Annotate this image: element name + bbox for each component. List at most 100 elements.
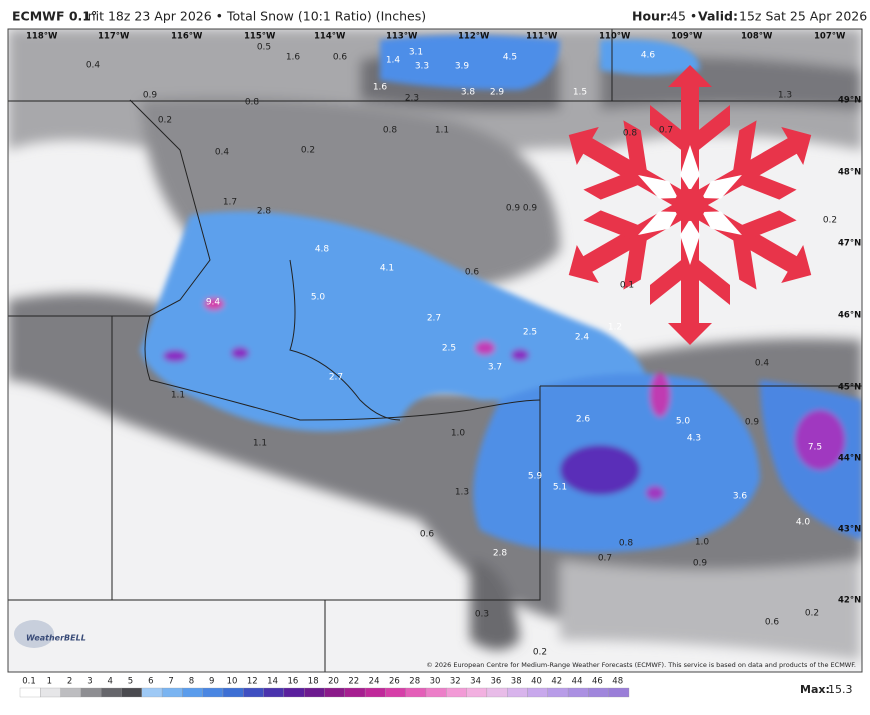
snow-amount: 1.1	[435, 126, 449, 136]
snow-amount: 0.6	[765, 618, 780, 628]
colorbar-swatch	[19, 687, 41, 698]
snow-amount: 0.6	[420, 530, 435, 540]
snow-amount: 5.9	[528, 472, 543, 482]
colorbar-label: 8	[189, 677, 194, 687]
snow-amount: 0.2	[823, 216, 837, 226]
snow-amount: 0.9	[506, 204, 521, 214]
snow-amount: 2.9	[490, 88, 505, 98]
longitude-label: 116°W	[171, 32, 203, 42]
longitude-label: 115°W	[244, 32, 276, 42]
snow-amount: 0.7	[659, 126, 673, 136]
colorbar-label: 12	[247, 677, 258, 687]
logo-text: WeatherBELL	[26, 634, 86, 643]
snow-amount: 5.0	[676, 417, 691, 427]
colorbar-label: 3	[87, 677, 92, 687]
snow-amount: 0.7	[598, 554, 612, 564]
latitude-label: 45°N	[838, 383, 861, 393]
snow-amount: 0.8	[245, 98, 260, 108]
snow-amount: 3.9	[455, 62, 470, 72]
latitude-label: 44°N	[838, 454, 861, 464]
colorbar-label: 42	[551, 677, 562, 687]
colorbar-label: 32	[450, 677, 461, 687]
colorbar-swatch	[405, 687, 427, 698]
snow-amount: 2.5	[442, 344, 456, 354]
colorbar-swatch	[486, 687, 508, 698]
snow-amount: 4.8	[315, 245, 330, 255]
snow-amount: 3.3	[415, 62, 429, 72]
valid-value: 15z Sat 25 Apr 2026	[739, 9, 867, 24]
snow-amount: 1.4	[386, 56, 401, 66]
latitude-label: 42°N	[838, 596, 861, 606]
colorbar-label: 24	[369, 677, 380, 687]
snow-amount: 2.8	[493, 549, 508, 559]
snow-amount: 1.0	[451, 429, 466, 439]
latitude-label: 43°N	[838, 525, 861, 535]
valid-label: Valid:	[698, 9, 738, 24]
snow-amount: 2.5	[523, 328, 537, 338]
snow-amount: 1.6	[286, 53, 301, 63]
snow-amount: 1.3	[455, 488, 469, 498]
snow-amount: 0.8	[619, 539, 634, 549]
snow-amount: 3.6	[733, 492, 748, 502]
colorbar-label: 18	[308, 677, 319, 687]
colorbar-label: 30	[430, 677, 441, 687]
colorbar-swatch	[40, 687, 61, 698]
colorbar-label: 36	[490, 677, 501, 687]
colorbar-label: 34	[470, 677, 481, 687]
snow-amount: 3.8	[461, 88, 476, 98]
colorbar-swatch	[60, 687, 82, 698]
longitude-label: 110°W	[599, 32, 631, 42]
snow-amount: 1.5	[573, 88, 587, 98]
colorbar-label: 4	[107, 677, 112, 687]
logo: WeatherBELL	[14, 620, 86, 648]
colorbar-label: 2	[67, 677, 72, 687]
colorbar-label: 26	[389, 677, 400, 687]
snow-amount: 5.1	[553, 483, 567, 493]
snow-amount: 4.1	[380, 264, 394, 274]
colorbar-label: 14	[267, 677, 278, 687]
longitude-label: 107°W	[814, 32, 846, 42]
snow-amount: 0.9	[693, 559, 708, 569]
snow-amount: 0.9	[523, 204, 538, 214]
colorbar-swatch	[202, 687, 224, 698]
model-name: ECMWF 0.1°	[12, 9, 97, 24]
snow-amount: 2.3	[405, 94, 419, 104]
snow-amount: 4.5	[503, 53, 517, 63]
latitude-label: 49°N	[838, 96, 861, 106]
colorbar-swatch	[344, 687, 366, 698]
snow-amount: 2.7	[427, 314, 441, 324]
hour-label: Hour:	[632, 9, 671, 24]
snow-amount: 2.4	[575, 333, 590, 343]
colorbar-label: 9	[209, 677, 214, 687]
colorbar-swatch	[182, 687, 203, 698]
colorbar-swatch	[507, 687, 528, 698]
colorbar-swatch	[283, 687, 305, 698]
colorbar-swatch	[121, 687, 142, 698]
colorbar-label: 46	[592, 677, 603, 687]
snow-amount: 3.1	[409, 48, 423, 58]
colorbar-label: 16	[287, 677, 298, 687]
snow-amount: 5.0	[311, 293, 326, 303]
colorbar-label: 40	[531, 677, 542, 687]
snow-amount: 4.6	[641, 51, 656, 61]
snow-amount: 2.7	[329, 373, 343, 383]
snow-amount: 0.9	[745, 418, 760, 428]
snow-amount: 0.1	[620, 281, 634, 291]
header: ECMWF 0.1° Init 18z 23 Apr 2026 • Total …	[12, 9, 867, 24]
colorbar-swatch	[101, 687, 122, 698]
longitude-label: 109°W	[671, 32, 703, 42]
colorbar: 0.1 1 2 3 4 5 6 7 8 9 10 12 14 16 18 20 22 24 26 28 30 32 34 36…	[19, 677, 630, 698]
longitude-label: 114°W	[314, 32, 346, 42]
colorbar-swatch	[608, 687, 630, 698]
snow-amount: 2.6	[576, 415, 591, 425]
latitude-label: 46°N	[838, 311, 861, 321]
colorbar-label: 20	[328, 677, 339, 687]
colorbar-label: 10	[227, 677, 238, 687]
snowflake-icon	[548, 65, 832, 345]
snow-amount: 0.3	[475, 610, 489, 620]
snow-amount: 0.6	[333, 53, 348, 63]
colorbar-label: 28	[409, 677, 420, 687]
colorbar-swatch	[425, 687, 447, 698]
colorbar-swatch	[243, 687, 264, 698]
snow-amount: 0.5	[257, 43, 271, 53]
